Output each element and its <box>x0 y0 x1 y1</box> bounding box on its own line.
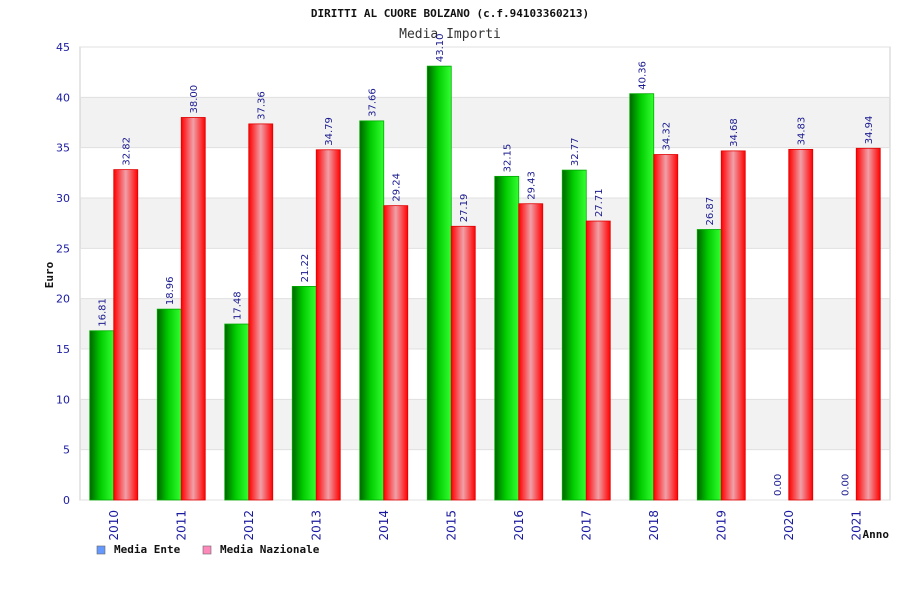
y-axis-label: Euro <box>43 261 56 288</box>
legend: Media Ente Media Nazionale <box>96 543 320 556</box>
legend-swatch-media-ente <box>96 545 106 555</box>
bar-media-nazionale-2016 <box>518 203 544 501</box>
value-label: 0.00 <box>840 474 851 496</box>
plot-band <box>80 47 890 98</box>
bar-media-ente-2012 <box>224 323 250 501</box>
bar-media-ente-2019 <box>696 229 722 501</box>
value-label: 29.24 <box>392 173 403 202</box>
plot-band <box>80 449 890 500</box>
plot-background <box>79 46 891 501</box>
value-label: 16.81 <box>98 298 109 327</box>
value-label: 18.96 <box>165 276 176 305</box>
value-label: 17.48 <box>233 291 244 320</box>
y-tick-label: 20 <box>56 293 70 306</box>
bar-media-ente-2018 <box>629 93 655 501</box>
value-label: 37.36 <box>257 91 268 120</box>
bars <box>89 65 881 501</box>
plot-band <box>80 349 890 400</box>
value-label: 0.00 <box>773 474 784 496</box>
y-tick-label: 30 <box>56 192 70 205</box>
value-label: 40.36 <box>638 61 649 90</box>
value-label: 34.68 <box>729 118 740 147</box>
grid-lines <box>80 46 890 501</box>
bar-media-nazionale-2014 <box>383 205 409 501</box>
plot-band <box>80 147 890 198</box>
bar-media-nazionale-2010 <box>113 169 139 501</box>
x-tick-label: 2020 <box>782 510 796 541</box>
value-label: 27.19 <box>459 194 470 223</box>
y-tick-label: 15 <box>56 343 70 356</box>
x-tick-label: 2014 <box>377 510 391 541</box>
plot-band <box>80 97 890 148</box>
x-tick-label: 2011 <box>174 510 188 541</box>
bar-media-nazionale-2018 <box>653 154 679 501</box>
bar-media-nazionale-2015 <box>450 225 476 501</box>
y-tick-label: 10 <box>56 393 70 406</box>
value-label: 26.87 <box>705 197 716 226</box>
value-label: 32.77 <box>570 137 581 166</box>
bar-media-ente-2011 <box>156 308 182 501</box>
bar-media-nazionale-2021 <box>855 147 881 501</box>
bar-media-nazionale-2013 <box>315 149 341 501</box>
x-tick-label: 2010 <box>107 510 121 541</box>
value-label: 38.00 <box>189 85 200 114</box>
bar-media-ente-2010 <box>89 330 115 501</box>
x-tick-label: 2015 <box>444 510 458 541</box>
y-axis-ticks: 0 5 10 15 20 25 30 35 40 45 <box>56 41 70 507</box>
bar-media-ente-2015 <box>426 65 452 501</box>
x-tick-label: 2018 <box>647 510 661 541</box>
y-tick-label: 25 <box>56 242 70 255</box>
bar-media-nazionale-2012 <box>248 123 274 501</box>
y-tick-label: 5 <box>63 444 70 457</box>
bar-media-nazionale-2020 <box>788 148 814 501</box>
value-label: 37.66 <box>368 88 379 117</box>
value-label: 29.43 <box>527 171 538 200</box>
value-label: 34.32 <box>662 122 673 151</box>
y-tick-label: 40 <box>56 91 70 104</box>
legend-swatch-media-nazionale <box>202 545 212 555</box>
y-tick-label: 0 <box>63 494 70 507</box>
value-label: 34.94 <box>864 116 875 145</box>
value-label: 34.83 <box>797 117 808 146</box>
chart-title: DIRITTI AL CUORE BOLZANO (c.f.9410336021… <box>311 7 589 20</box>
plot-band <box>80 298 890 349</box>
value-label: 32.15 <box>503 144 514 173</box>
x-axis-label: Anno <box>863 528 890 541</box>
value-label: 32.82 <box>122 137 133 166</box>
bar-media-ente-2017 <box>561 169 587 501</box>
bar-media-nazionale-2017 <box>585 220 611 501</box>
legend-label-media-ente: Media Ente <box>114 543 181 556</box>
value-label: 27.71 <box>594 188 605 217</box>
x-tick-label: 2012 <box>242 510 256 541</box>
legend-label-media-nazionale: Media Nazionale <box>220 543 320 556</box>
x-tick-label: 2019 <box>714 510 728 541</box>
bar-media-ente-2016 <box>494 175 520 501</box>
y-tick-label: 35 <box>56 142 70 155</box>
bar-media-ente-2014 <box>359 120 385 501</box>
plot-band <box>80 248 890 299</box>
bar-media-nazionale-2011 <box>180 117 206 501</box>
value-label: 21.22 <box>300 254 311 283</box>
value-label: 43.10 <box>435 33 446 62</box>
plot-band <box>80 399 890 450</box>
x-tick-label: 2016 <box>512 510 526 541</box>
bar-media-nazionale-2019 <box>720 150 746 501</box>
y-tick-label: 45 <box>56 41 70 54</box>
value-label: 34.79 <box>324 117 335 146</box>
x-tick-label: 2017 <box>579 510 593 541</box>
x-tick-label: 2021 <box>849 510 863 541</box>
x-tick-label: 2013 <box>309 510 323 541</box>
bar-media-ente-2013 <box>291 285 317 501</box>
chart-subtitle: Media Importi <box>399 27 501 42</box>
x-axis-ticks: 2010 2011 2012 2013 2014 2015 2016 2017 2018 2019… <box>107 510 864 541</box>
plot-band <box>80 198 890 249</box>
value-labels: 16.81 32.82 18.96 38.00 17.48 37.36 21.22 34.79… <box>98 33 876 496</box>
